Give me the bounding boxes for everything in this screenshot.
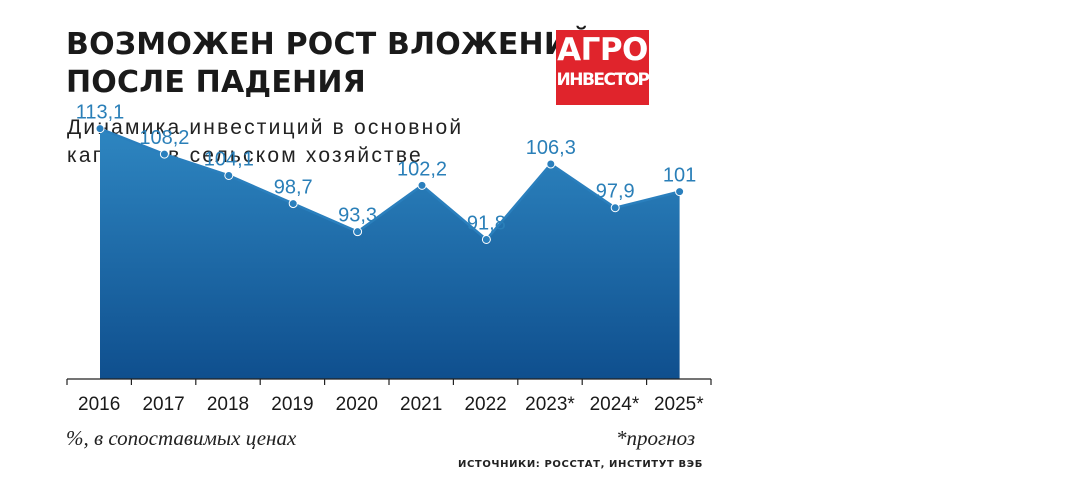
sources-note: ИСТОЧНИКИ: РОССТАТ, ИНСТИТУТ ВЭБ bbox=[458, 459, 703, 470]
x-tick-label: 2022 bbox=[464, 394, 506, 415]
data-label: 113,1 bbox=[76, 102, 125, 124]
x-tick-label: 2016 bbox=[78, 394, 120, 415]
title-line-1: ВОЗМОЖЕН РОСТ ВЛОЖЕНИЙ bbox=[66, 27, 595, 62]
x-tick-label: 2020 bbox=[336, 394, 378, 415]
data-label: 104,1 bbox=[204, 148, 254, 170]
data-label: 98,7 bbox=[274, 177, 313, 199]
data-point bbox=[417, 180, 427, 190]
data-point bbox=[353, 227, 363, 237]
data-label: 102,2 bbox=[397, 158, 447, 180]
data-point bbox=[610, 203, 620, 213]
units-note: %, в сопоставимых ценах bbox=[66, 426, 297, 450]
data-label: 93,3 bbox=[338, 205, 377, 227]
title-line-2: ПОСЛЕ ПАДЕНИЯ bbox=[66, 65, 366, 100]
data-label: 106,3 bbox=[526, 137, 576, 159]
series-line bbox=[99, 127, 680, 242]
data-label: 91,8 bbox=[467, 212, 506, 234]
data-label: 108,2 bbox=[139, 127, 189, 149]
data-point bbox=[159, 149, 169, 159]
data-point bbox=[675, 187, 685, 197]
area-fill bbox=[100, 128, 680, 379]
subtitle-line-1: Динамика инвестиций в основной bbox=[67, 116, 464, 139]
x-tick-label: 2021 bbox=[400, 394, 442, 415]
data-point bbox=[481, 234, 491, 244]
x-tick-label: 2025* bbox=[654, 394, 704, 415]
data-label: 101 bbox=[663, 165, 696, 187]
data-point bbox=[546, 159, 556, 169]
logo-line-1: АГРО bbox=[557, 32, 648, 68]
forecast-note: *прогноз bbox=[616, 426, 696, 450]
page-title: ВОЗМОЖЕН РОСТ ВЛОЖЕНИЙ ПОСЛЕ ПАДЕНИЯ bbox=[66, 26, 594, 102]
data-point bbox=[95, 124, 105, 134]
x-tick-label: 2017 bbox=[142, 394, 184, 415]
x-tick-label: 2018 bbox=[207, 394, 249, 415]
agroinvestor-logo: АГРО ИНВЕСТОР bbox=[556, 30, 650, 105]
x-tick-label: 2023* bbox=[525, 394, 575, 415]
data-point bbox=[224, 170, 234, 180]
logo-line-2: ИНВЕСТОР bbox=[556, 70, 650, 90]
x-tick-label: 2019 bbox=[271, 394, 313, 415]
data-point bbox=[288, 199, 298, 209]
data-label: 97,9 bbox=[596, 181, 635, 203]
x-tick-label: 2024* bbox=[590, 394, 640, 415]
